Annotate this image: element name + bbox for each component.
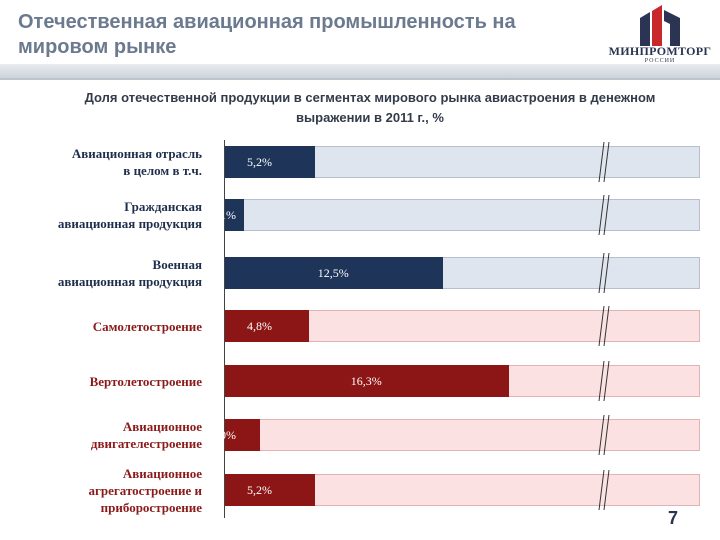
- axis-break-mark: [598, 305, 610, 347]
- bar-track: [225, 199, 700, 231]
- chart-title: Доля отечественной продукции в сегментах…: [84, 90, 656, 125]
- data-label: 16,3%: [350, 374, 382, 388]
- category-label: Авиационное агрегатостроение и приборостро…: [88, 465, 203, 515]
- category-label: Вертолетостроение: [89, 373, 202, 389]
- axis-break-mark: [598, 360, 610, 402]
- logo-name: МИНПРОМТОРГ: [608, 44, 712, 58]
- axis-break-mark: [598, 469, 610, 511]
- bar: [225, 419, 260, 451]
- bar: [225, 199, 245, 231]
- category-label: Самолетостроение: [92, 318, 202, 334]
- bar: [225, 257, 443, 289]
- axis-break-mark: [598, 141, 610, 183]
- category-label: Военная авиационная продукция: [57, 257, 202, 289]
- bar: [225, 310, 309, 342]
- page-number: 7: [668, 508, 679, 528]
- data-label: 2,0%: [211, 428, 236, 442]
- axis-break-mark: [598, 414, 610, 456]
- data-label: 5,2%: [247, 483, 272, 497]
- bar: [225, 365, 509, 397]
- header-band: [0, 64, 720, 78]
- bar-track: [225, 419, 700, 451]
- category-label: Авиационная отрасль в целом в т.ч.: [71, 146, 202, 178]
- page-title: Отечественная авиационная промышленность…: [18, 11, 516, 58]
- data-label: 1,1%: [211, 208, 236, 222]
- ministry-logo: МИНПРОМТОРГ РОССИИ: [600, 4, 720, 66]
- data-label: 5,2%: [247, 155, 272, 169]
- category-label: Гражданская авиационная продукция: [57, 199, 202, 231]
- data-label: 12,5%: [317, 266, 349, 280]
- logo-emblem-icon: [640, 5, 680, 46]
- bar: [225, 146, 316, 178]
- category-axis-line: [224, 140, 225, 518]
- header-divider: [0, 78, 720, 80]
- bar: [225, 474, 316, 506]
- axis-break-mark: [598, 194, 610, 236]
- axis-break-mark: [598, 252, 610, 294]
- category-label: Авиационное двигателестроение: [90, 419, 202, 451]
- data-label: 4,8%: [247, 319, 272, 333]
- logo-subtitle: РОССИИ: [644, 58, 676, 64]
